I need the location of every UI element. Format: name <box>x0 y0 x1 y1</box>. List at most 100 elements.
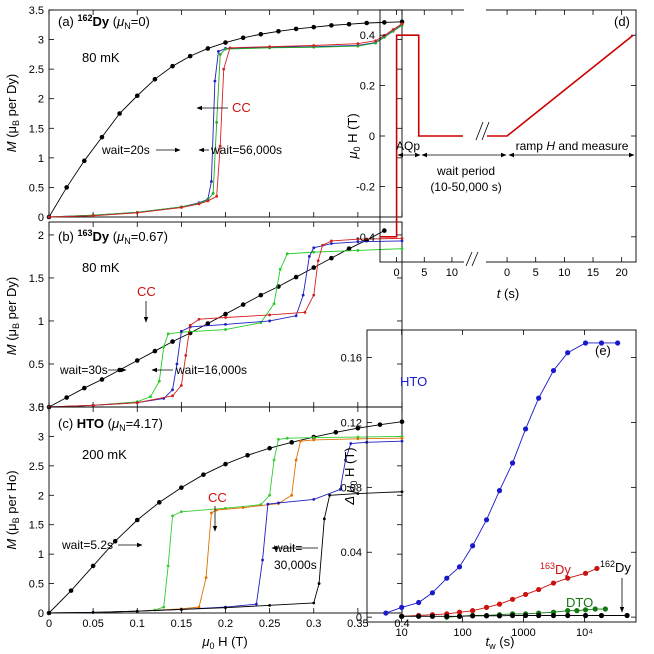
x-tick-label: 0.4 <box>394 618 409 630</box>
x-tick-label: 0 <box>504 267 510 279</box>
y-tick-label: 0.5 <box>29 182 44 194</box>
data-point <box>429 590 436 596</box>
y-tick-label: 2 <box>38 490 44 502</box>
annotation: (10-50,000 s) <box>430 180 501 194</box>
label-part: Dy <box>93 229 110 244</box>
data-point <box>241 506 245 510</box>
data-point <box>509 612 516 619</box>
label-part: ramp <box>516 139 547 153</box>
label-part: (s) <box>500 286 519 301</box>
y-tick-label: -0.2 <box>356 181 375 193</box>
data-point <box>356 492 360 495</box>
data-point <box>99 377 105 382</box>
data-point <box>416 599 422 606</box>
data-point <box>224 316 227 319</box>
data-point <box>356 44 360 48</box>
data-point <box>399 419 405 425</box>
data-point <box>550 367 557 374</box>
data-point <box>382 20 387 25</box>
temperature: 80 mK <box>82 260 120 275</box>
data-point <box>522 612 529 619</box>
data-point <box>223 40 228 45</box>
data-point <box>470 613 476 619</box>
data-point <box>349 442 353 445</box>
data-point <box>228 46 232 50</box>
x-tick-label: 0.2 <box>218 618 233 630</box>
data-point <box>615 340 621 346</box>
annotation: AQp <box>396 139 420 153</box>
data-point <box>598 612 605 619</box>
data-point <box>267 445 272 451</box>
x-tick-label: 5 <box>421 267 427 279</box>
y-tick-label: 1 <box>38 153 44 165</box>
x-tick-label: 10 <box>558 267 570 279</box>
annotation: wait=5.2s <box>61 538 113 552</box>
data-point <box>356 42 360 46</box>
data-point <box>268 493 272 497</box>
y-tick-label: 2 <box>38 230 44 242</box>
data-point <box>536 612 542 619</box>
data-point <box>245 452 250 458</box>
data-point <box>134 517 140 523</box>
data-point <box>333 430 339 435</box>
x-tick-label: 0 <box>46 618 52 630</box>
data-point <box>272 458 276 462</box>
data-point <box>294 314 298 318</box>
label-part: H (T) <box>345 113 360 146</box>
data-point <box>509 596 516 602</box>
data-point <box>47 215 51 219</box>
x-tick-label: 0.1 <box>130 618 145 630</box>
label-part: per Dy) <box>4 277 19 323</box>
data-point <box>157 379 161 383</box>
data-point <box>162 345 166 349</box>
data-point <box>322 517 326 521</box>
y-tick-label: 1.5 <box>29 273 44 285</box>
x-axis-label: μ0 H (T) <box>201 634 247 651</box>
data-point <box>205 46 211 51</box>
data-point <box>276 28 281 34</box>
data-point <box>483 517 490 523</box>
data-point <box>175 362 179 366</box>
label-part: B <box>11 517 21 523</box>
annotation: wait=20s <box>101 143 150 157</box>
data-point <box>268 45 272 49</box>
data-point <box>179 608 183 611</box>
data-point <box>470 608 476 614</box>
data-point <box>204 576 208 580</box>
x-tick-label: 15 <box>587 267 599 279</box>
data-point <box>294 458 298 462</box>
data-point <box>258 31 264 37</box>
y-tick-label: 0.5 <box>29 579 44 591</box>
data-point <box>522 591 529 598</box>
data-point <box>277 437 280 441</box>
x-axis-label: tw (s) <box>486 634 515 651</box>
x-tick-label: 10 <box>446 267 458 279</box>
data-point <box>383 610 389 616</box>
data-point <box>82 385 87 391</box>
data-point <box>565 575 571 581</box>
label-part: =0) <box>131 14 150 29</box>
y-tick-label: 0 <box>356 612 362 624</box>
label-part: 0 <box>349 481 359 486</box>
data-point <box>266 502 270 506</box>
panel-label: (c) HTO (μN=4.17) <box>58 416 163 433</box>
y-tick-label: 0 <box>38 212 44 224</box>
panel-label: (b) 163Dy (μN=0.67) <box>58 228 168 246</box>
x-axis-label: t (s) <box>497 286 519 301</box>
label-part: t <box>497 286 502 301</box>
data-point <box>602 606 608 612</box>
data-point <box>224 606 227 610</box>
data-point <box>149 395 152 399</box>
y-tick-label: 3.5 <box>29 5 44 17</box>
data-point <box>82 158 87 164</box>
label-part: M <box>4 141 19 152</box>
label-part: 0 <box>352 147 362 152</box>
data-point <box>356 248 360 252</box>
data-point <box>261 558 264 562</box>
annotation: wait=56,000s <box>210 143 282 157</box>
data-point <box>592 606 598 612</box>
data-point <box>277 501 280 505</box>
series-line <box>380 34 463 238</box>
data-point <box>187 53 193 59</box>
